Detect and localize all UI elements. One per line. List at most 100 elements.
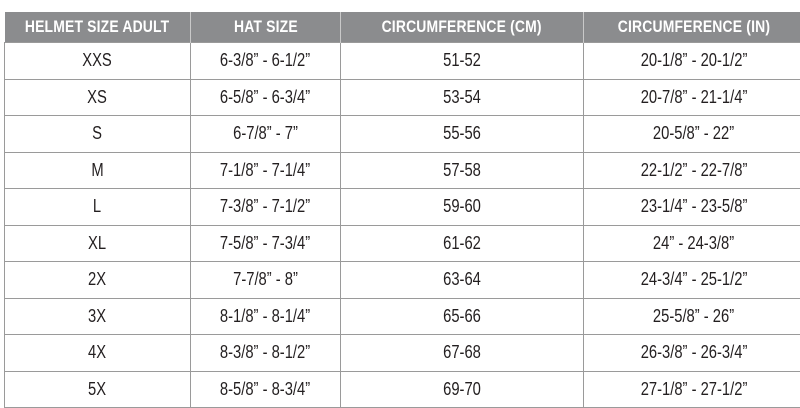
cell-helmet-size: 4X (5, 335, 191, 372)
cell-text: 24-3/4” - 25-1/2” (641, 269, 748, 290)
column-header-hat-size: HAT SIZE (191, 12, 341, 43)
cell-circumference-in: 23-1/4” - 23-5/8” (584, 189, 800, 226)
cell-text: 3X (88, 306, 106, 327)
cell-hat-size: 7-5/8” - 7-3/4” (191, 225, 341, 262)
cell-circumference-cm: 59-60 (341, 189, 584, 226)
table-row: L 7-3/8” - 7-1/2” 59-60 23-1/4” - 23-5/8” (5, 189, 800, 226)
cell-text: XL (88, 233, 106, 254)
cell-circumference-in: 22-1/2” - 22-7/8” (584, 152, 800, 189)
cell-text: 22-1/2” - 22-7/8” (641, 160, 748, 181)
cell-text: 8-1/8” - 8-1/4” (220, 306, 310, 327)
cell-hat-size: 7-7/8” - 8” (191, 262, 341, 299)
cell-text: 24” - 24-3/8” (653, 233, 734, 254)
cell-text: 55-56 (443, 123, 481, 144)
cell-text: 59-60 (443, 196, 481, 217)
cell-helmet-size: L (5, 189, 191, 226)
table-row: XS 6-5/8” - 6-3/4” 53-54 20-7/8” - 21-1/4” (5, 79, 800, 116)
cell-text: 7-3/8” - 7-1/2” (220, 196, 310, 217)
table-row: XL 7-5/8” - 7-3/4” 61-62 24” - 24-3/8” (5, 225, 800, 262)
cell-text: 61-62 (443, 233, 481, 254)
cell-helmet-size: S (5, 116, 191, 153)
cell-text: S (93, 123, 103, 144)
cell-text: 6-7/8” - 7” (233, 123, 298, 144)
cell-circumference-in: 20-7/8” - 21-1/4” (584, 79, 800, 116)
cell-text: 65-66 (443, 306, 481, 327)
cell-helmet-size: XXS (5, 43, 191, 80)
cell-text: 7-5/8” - 7-3/4” (220, 233, 310, 254)
cell-text: 7-7/8” - 8” (233, 269, 298, 290)
column-header-circumference-cm: CIRCUMFERENCE (CM) (341, 12, 584, 43)
cell-text: XXS (83, 50, 113, 71)
table-row: XXS 6-3/8” - 6-1/2” 51-52 20-1/8” - 20-1/2” (5, 43, 800, 80)
cell-text: 8-3/8” - 8-1/2” (220, 342, 310, 363)
cell-hat-size: 6-7/8” - 7” (191, 116, 341, 153)
table-row: 5X 8-5/8” - 8-3/4” 69-70 27-1/8” - 27-1/2” (5, 371, 800, 408)
cell-helmet-size: 3X (5, 298, 191, 335)
cell-circumference-in: 20-1/8” - 20-1/2” (584, 43, 800, 80)
cell-helmet-size: M (5, 152, 191, 189)
table-row: S 6-7/8” - 7” 55-56 20-5/8” - 22” (5, 116, 800, 153)
cell-text: 51-52 (443, 50, 481, 71)
cell-hat-size: 8-5/8” - 8-3/4” (191, 371, 341, 408)
cell-text: 26-3/8” - 26-3/4” (641, 342, 748, 363)
cell-text: 20-1/8” - 20-1/2” (641, 50, 748, 71)
cell-hat-size: 7-1/8” - 7-1/4” (191, 152, 341, 189)
table-row: 4X 8-3/8” - 8-1/2” 67-68 26-3/8” - 26-3/4” (5, 335, 800, 372)
table-row: 3X 8-1/8” - 8-1/4” 65-66 25-5/8” - 26” (5, 298, 800, 335)
column-header-label: HAT SIZE (234, 17, 298, 37)
cell-helmet-size: 2X (5, 262, 191, 299)
cell-circumference-cm: 51-52 (341, 43, 584, 80)
cell-text: M (91, 160, 103, 181)
cell-circumference-in: 24-3/4” - 25-1/2” (584, 262, 800, 299)
cell-text: 8-5/8” - 8-3/4” (220, 379, 310, 400)
cell-text: 6-5/8” - 6-3/4” (220, 87, 310, 108)
cell-hat-size: 8-1/8” - 8-1/4” (191, 298, 341, 335)
table-body: XXS 6-3/8” - 6-1/2” 51-52 20-1/8” - 20-1/2”… (5, 43, 800, 408)
table-row: 2X 7-7/8” - 8” 63-64 24-3/4” - 25-1/2” (5, 262, 800, 299)
cell-text: 69-70 (443, 379, 481, 400)
header-row: HELMET SIZE ADULT HAT SIZE CIRCUMFERENCE (… (5, 12, 800, 43)
cell-helmet-size: XL (5, 225, 191, 262)
cell-text: 23-1/4” - 23-5/8” (641, 196, 748, 217)
cell-circumference-cm: 57-58 (341, 152, 584, 189)
cell-text: 25-5/8” - 26” (653, 306, 734, 327)
cell-text: 2X (88, 269, 106, 290)
cell-text: 57-58 (443, 160, 481, 181)
cell-circumference-cm: 53-54 (341, 79, 584, 116)
cell-text: 20-5/8” - 22” (653, 123, 734, 144)
cell-text: 67-68 (443, 342, 481, 363)
column-header-label: HELMET SIZE ADULT (25, 17, 170, 37)
column-header-label: CIRCUMFERENCE (IN) (618, 17, 770, 37)
column-header-circumference-in: CIRCUMFERENCE (IN) (584, 12, 800, 43)
cell-text: 7-1/8” - 7-1/4” (220, 160, 310, 181)
cell-text: 4X (88, 342, 106, 363)
cell-circumference-cm: 67-68 (341, 335, 584, 372)
cell-circumference-cm: 63-64 (341, 262, 584, 299)
cell-helmet-size: 5X (5, 371, 191, 408)
cell-circumference-in: 20-5/8” - 22” (584, 116, 800, 153)
cell-hat-size: 7-3/8” - 7-1/2” (191, 189, 341, 226)
cell-circumference-in: 24” - 24-3/8” (584, 225, 800, 262)
column-header-helmet-size: HELMET SIZE ADULT (5, 12, 191, 43)
cell-hat-size: 6-3/8” - 6-1/2” (191, 43, 341, 80)
cell-text: XS (88, 87, 108, 108)
cell-circumference-cm: 61-62 (341, 225, 584, 262)
cell-text: 27-1/8” - 27-1/2” (641, 379, 748, 400)
helmet-size-table: HELMET SIZE ADULT HAT SIZE CIRCUMFERENCE (… (4, 12, 800, 408)
column-header-label: CIRCUMFERENCE (CM) (382, 17, 542, 37)
cell-text: 6-3/8” - 6-1/2” (220, 50, 310, 71)
cell-text: 53-54 (443, 87, 481, 108)
cell-text: 63-64 (443, 269, 481, 290)
cell-circumference-in: 25-5/8” - 26” (584, 298, 800, 335)
cell-text: L (93, 196, 101, 217)
cell-circumference-cm: 65-66 (341, 298, 584, 335)
cell-circumference-in: 27-1/8” - 27-1/2” (584, 371, 800, 408)
cell-circumference-cm: 55-56 (341, 116, 584, 153)
cell-text: 5X (88, 379, 106, 400)
cell-circumference-in: 26-3/8” - 26-3/4” (584, 335, 800, 372)
cell-hat-size: 8-3/8” - 8-1/2” (191, 335, 341, 372)
cell-text: 20-7/8” - 21-1/4” (641, 87, 748, 108)
table-row: M 7-1/8” - 7-1/4” 57-58 22-1/2” - 22-7/8” (5, 152, 800, 189)
cell-hat-size: 6-5/8” - 6-3/4” (191, 79, 341, 116)
cell-circumference-cm: 69-70 (341, 371, 584, 408)
